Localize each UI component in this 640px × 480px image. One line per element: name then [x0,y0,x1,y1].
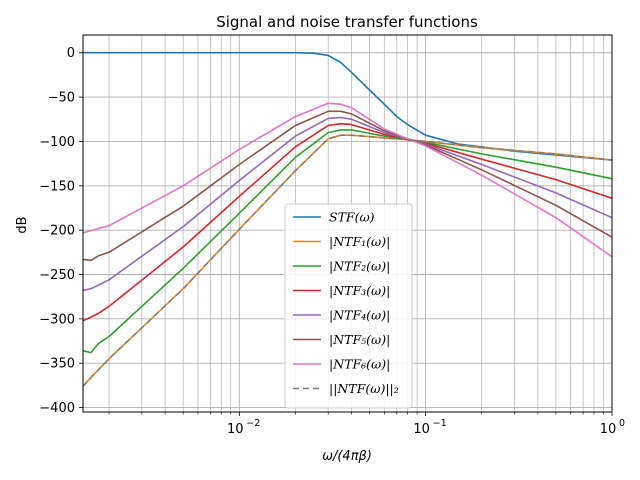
y-tick-label: −400 [39,401,75,416]
series-line-8 [83,134,612,387]
x-tick-label: 10 [227,422,244,437]
y-tick-label: −200 [39,224,75,239]
series-line-3 [83,129,612,354]
legend-box [284,203,413,409]
y-tick-label: −350 [39,357,75,372]
chart-title: Signal and noise transfer functions [216,13,478,31]
series-line-5 [83,116,612,292]
legend-label-2: |NTF₁(ω)| [329,234,390,249]
series-line-7 [83,102,612,258]
x-axis-label: ω/(4πβ) [322,449,372,464]
legend-label-6: |NTF₅(ω)| [329,332,390,347]
x-tick-label: 10 [600,422,617,437]
y-tick-label: −300 [39,312,75,327]
series-line-6 [83,110,612,262]
legend: STF(ω) |NTF₁(ω)| |NTF₂(ω)| |NTF₃(ω)| |NTF₄(ω… [284,203,413,409]
series-line-1 [83,51,612,161]
y-tick-label: −150 [39,179,75,194]
legend-label-5: |NTF₄(ω)| [329,308,390,323]
x-tick-exponent: 0 [619,418,625,429]
y-tick-label: −250 [39,268,75,283]
y-axis-label: dB [15,216,30,233]
y-tick-label: 0 [67,46,75,61]
series-line-4 [83,122,612,322]
x-tick-exponent: −1 [433,418,447,429]
legend-label-8: ||NTF(ω)||₂ [329,381,399,396]
legend-label-1: STF(ω) [329,210,375,225]
y-tick-label: −50 [48,91,75,106]
legend-label-7: |NTF₆(ω)| [329,357,390,372]
x-tick-exponent: −2 [246,418,260,429]
x-tick-label: 10 [413,422,430,437]
series-layer [83,51,612,387]
legend-label-3: |NTF₂(ω)| [329,259,390,274]
plot-frame [82,34,613,413]
legend-label-4: |NTF₃(ω)| [329,283,390,298]
y-tick-label: −100 [39,135,75,150]
